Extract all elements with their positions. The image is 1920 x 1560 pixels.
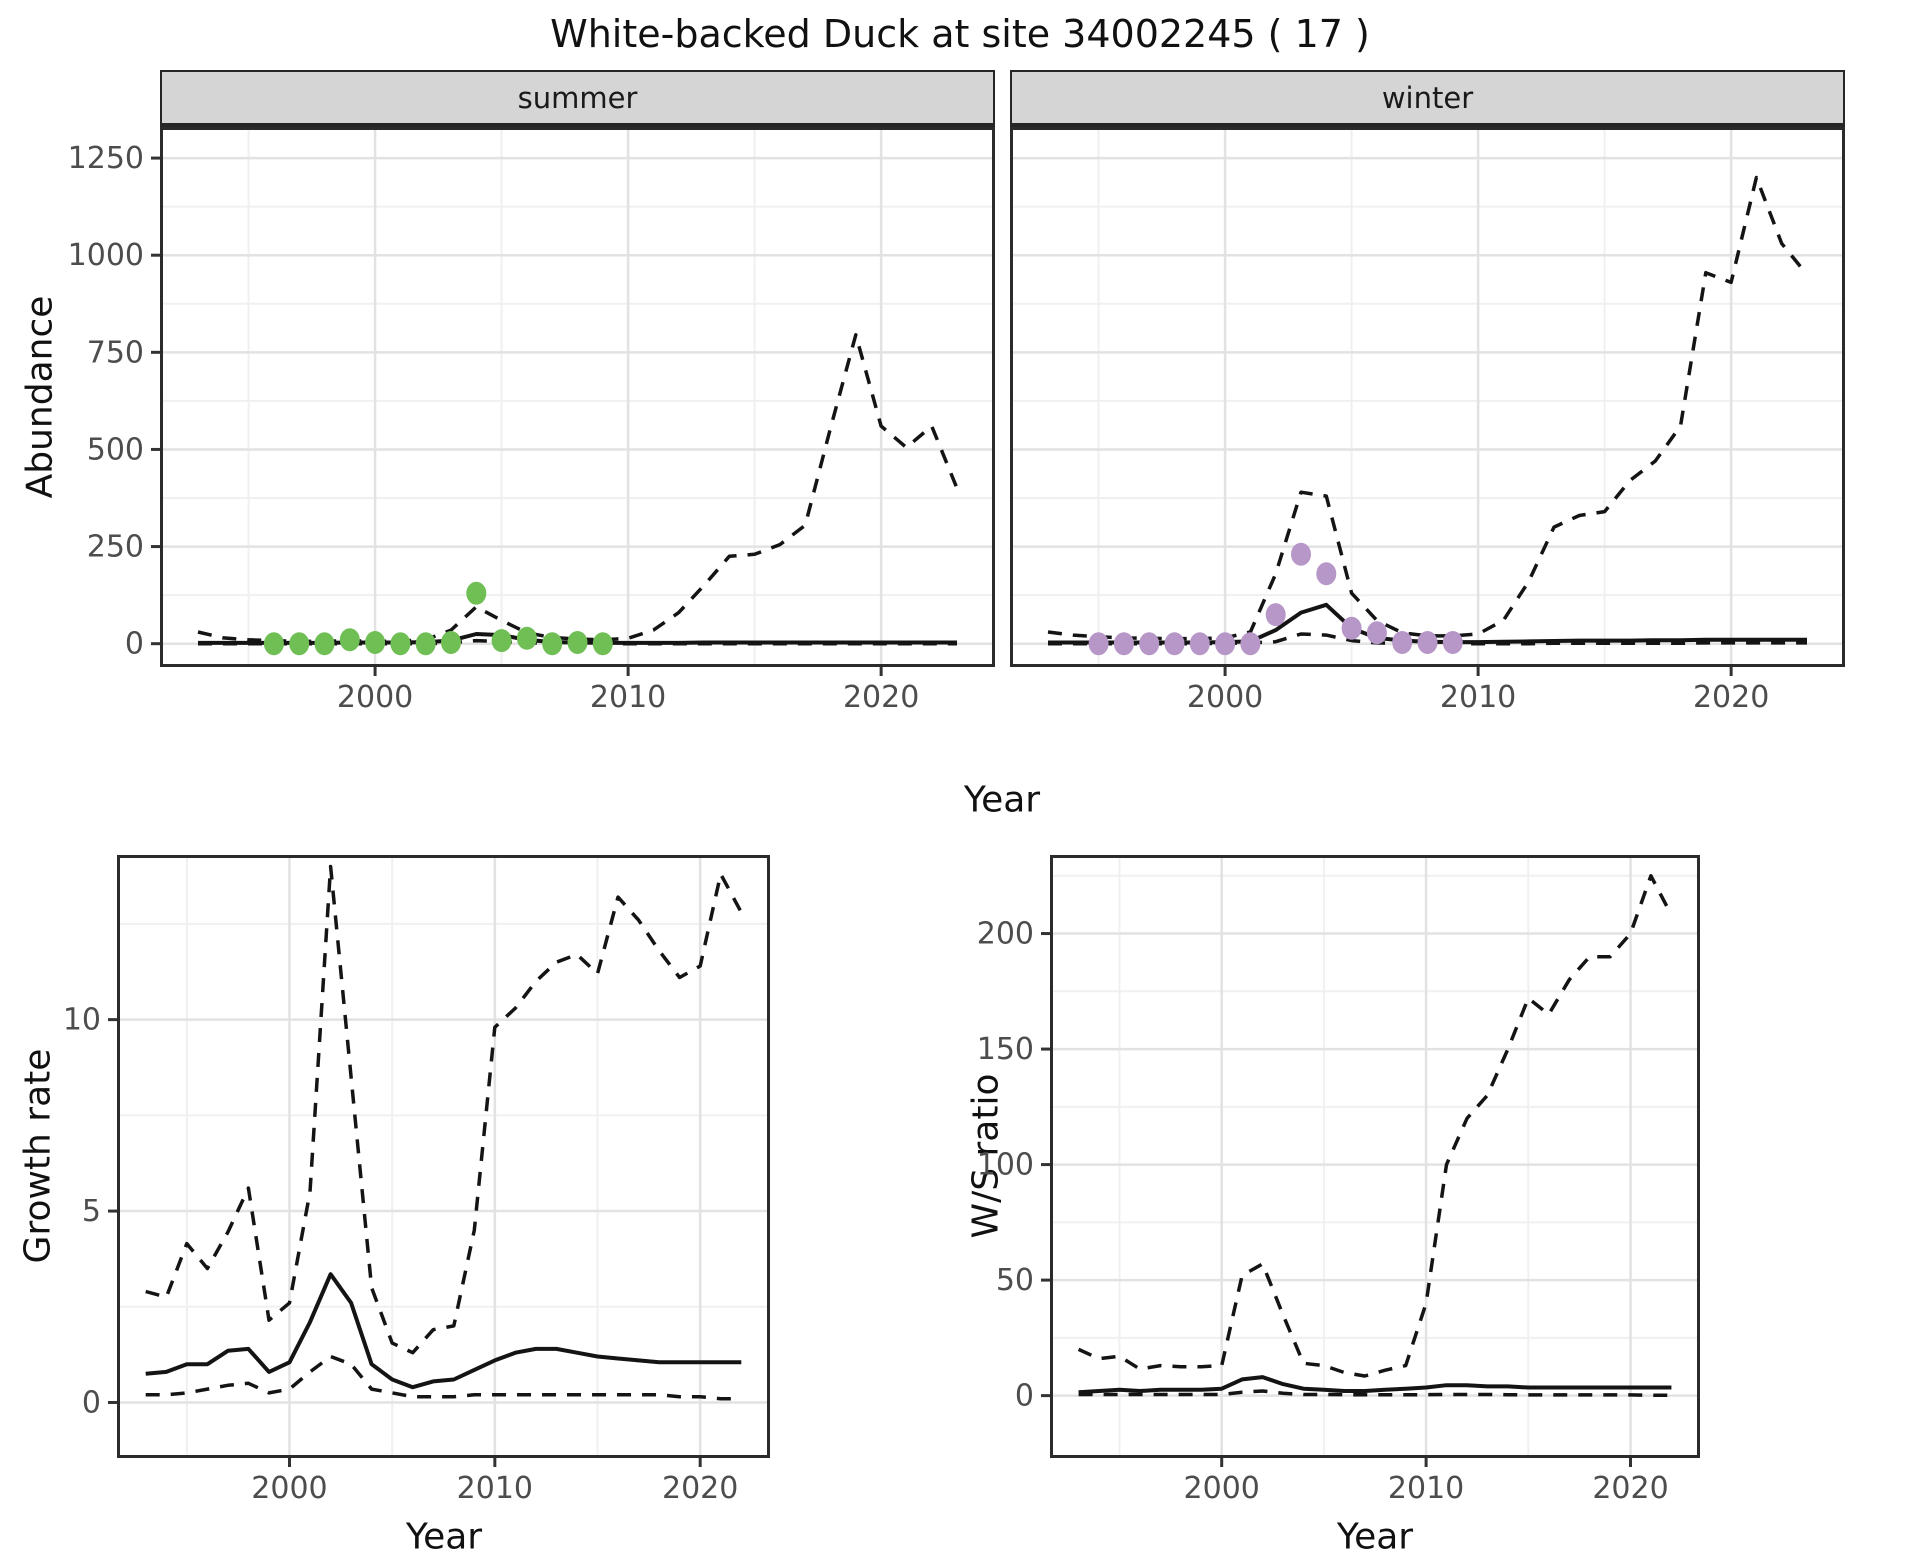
- observation-point: [1366, 621, 1387, 645]
- series-solid_mean: [145, 1272, 742, 1390]
- x-tick-label: 2010: [457, 1471, 533, 1506]
- series-solid_mean: [1078, 1375, 1672, 1395]
- panel-svg-abundance_summer: 2000 2010 2020 0 250 500 750 1000 1250: [68, 127, 995, 715]
- y-tick-label: 0: [82, 1385, 101, 1420]
- y-tick-label: 5: [82, 1194, 101, 1229]
- observation-point: [1316, 562, 1337, 586]
- panel-svg-growth_rate: 2000 2010 2020 0 5 10: [63, 855, 770, 1506]
- observation-point: [1417, 631, 1438, 654]
- observation-point: [1240, 632, 1261, 656]
- x-tick-label: 2010: [1388, 1471, 1464, 1506]
- observation-point: [1139, 632, 1160, 656]
- y-tick-label: 750: [87, 335, 144, 370]
- observation-point: [542, 632, 563, 656]
- facet-strip-winter: winter: [1010, 70, 1845, 127]
- x-tick-label: 2020: [1693, 680, 1769, 715]
- y-tick-label: 50: [996, 1263, 1034, 1298]
- panel-svg-ws_ratio: 2000 2010 2020 0 50 100 150 200: [977, 855, 1700, 1506]
- x-tick-label: 2010: [590, 680, 666, 715]
- x-tick-label: 2000: [337, 680, 413, 715]
- panel-border: [1010, 127, 1845, 667]
- observation-point: [314, 632, 335, 656]
- x-tick-label: 2000: [1184, 1471, 1260, 1506]
- observation-point: [516, 626, 537, 650]
- y-tick-label: 250: [87, 530, 144, 565]
- observation-point: [289, 632, 310, 656]
- observation-point: [1341, 616, 1362, 640]
- observation-point: [1164, 632, 1185, 656]
- chart-title: White-backed Duck at site 34002245 ( 17 …: [550, 12, 1370, 56]
- x-tick-label: 2020: [1592, 1471, 1668, 1506]
- observation-point: [1392, 631, 1413, 654]
- series-dashed_upper: [1077, 874, 1673, 1378]
- x-tick-label: 2020: [662, 1471, 738, 1506]
- x-tick-label: 2000: [1187, 680, 1263, 715]
- observation-point: [1189, 632, 1210, 656]
- observation-point: [1265, 603, 1286, 627]
- panel-svg-abundance_winter: 2000 2010 2020: [1010, 127, 1845, 715]
- series-dashed_upper: [145, 864, 743, 1355]
- panel-abundance-summer: 2000 2010 2020 0 250 500 750 1000 1250: [68, 127, 995, 715]
- observation-point: [491, 629, 512, 653]
- panel-border: [117, 855, 770, 1458]
- observation-point: [466, 581, 487, 605]
- panel-border: [160, 127, 995, 667]
- observation-point: [339, 628, 360, 652]
- x-tick-label: 2000: [251, 1471, 327, 1506]
- y-tick-label: 200: [977, 917, 1034, 952]
- facet-strip-summer-label: summer: [517, 80, 638, 115]
- y-tick-label: 500: [87, 432, 144, 467]
- observation-point: [567, 631, 588, 654]
- series-dashed_lower: [145, 1354, 742, 1401]
- observation-point: [390, 632, 411, 656]
- observation-point: [592, 632, 613, 656]
- panel-abundance-winter: 2000 2010 2020: [1010, 127, 1845, 715]
- panel-border: [1050, 855, 1700, 1458]
- facet-strip-winter-label: winter: [1381, 80, 1474, 115]
- observation-point: [1442, 631, 1463, 654]
- observation-point: [1291, 542, 1311, 566]
- observation-point: [415, 632, 436, 656]
- facet-strip-summer: summer: [160, 70, 995, 127]
- y-tick-label: 100: [977, 1148, 1034, 1183]
- y-tick-label: 0: [125, 627, 144, 662]
- observation-point: [1113, 632, 1134, 656]
- y-tick-label: 150: [977, 1032, 1034, 1067]
- observation-point: [365, 631, 386, 654]
- observation-point: [263, 632, 284, 656]
- y-tick-label: 1000: [68, 238, 144, 273]
- x-tick-label: 2010: [1440, 680, 1516, 715]
- series-dashed_upper: [1047, 175, 1809, 641]
- observation-point: [1215, 632, 1236, 656]
- panel-ws-ratio: 2000 2010 2020 0 50 100 150 200: [977, 855, 1700, 1506]
- y-tick-label: 0: [1015, 1379, 1034, 1414]
- y-tick-label: 10: [63, 1003, 101, 1038]
- observation-point: [441, 631, 461, 654]
- observation-point: [1088, 632, 1109, 656]
- panel-growth-rate: 2000 2010 2020 0 5 10: [63, 855, 770, 1506]
- y-tick-label: 1250: [68, 141, 144, 176]
- x-tick-label: 2020: [843, 680, 919, 715]
